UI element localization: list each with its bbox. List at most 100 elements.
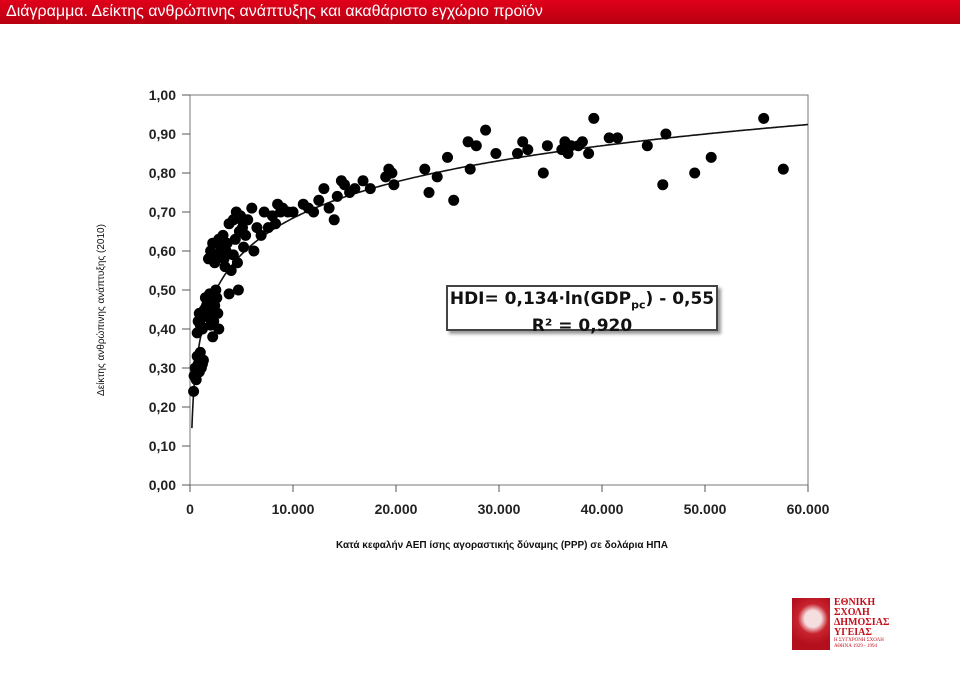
data-point	[512, 148, 523, 159]
data-point	[223, 288, 235, 300]
x-axis-title: Κατά κεφαλήν ΑΕΠ ίσης αγοραστικής δύναμη…	[336, 540, 668, 551]
data-point	[237, 222, 248, 234]
equation-end: ) - 0,55	[645, 289, 715, 309]
data-point	[442, 151, 453, 163]
data-point	[689, 167, 701, 179]
equation-subscript: pc	[631, 298, 646, 312]
y-axis-title: Δείκτης ανθρώπινης ανάπτυξης (2010)	[95, 224, 107, 396]
y-tick-label: 0,60	[149, 243, 176, 259]
y-tick-label: 0,50	[149, 282, 176, 298]
data-point	[470, 140, 482, 152]
data-point	[331, 190, 343, 202]
data-point	[705, 151, 717, 163]
y-tick-label: 0,70	[149, 204, 176, 220]
data-point	[196, 323, 208, 335]
data-point	[231, 257, 243, 269]
data-point	[583, 148, 595, 159]
data-point	[323, 202, 335, 214]
data-point	[777, 163, 789, 175]
data-point	[462, 136, 474, 148]
data-point	[758, 112, 770, 124]
data-point	[308, 206, 320, 218]
data-point	[517, 136, 529, 148]
x-tick-label: 10.000	[272, 501, 315, 517]
data-point	[232, 284, 244, 296]
logo-line-4: ΥΓΕΙΑΣ	[834, 627, 872, 638]
data-point	[188, 385, 200, 397]
data-point	[537, 167, 549, 179]
data-point	[423, 187, 435, 198]
x-tick-label: 60.000	[787, 501, 830, 517]
school-logo: ΕΘΝΙΚΗ ΣΧΟΛΗ ΔΗΜΟΣΙΑΣ ΥΓΕΙΑΣ Η ΣΥΓΧΡΟΝΗ …	[792, 598, 908, 650]
data-point	[660, 128, 672, 140]
equation-main: HDI= 0,134·ln(GDP	[449, 289, 632, 309]
data-point	[522, 144, 534, 156]
data-point	[464, 163, 476, 175]
data-point	[328, 214, 340, 226]
data-point	[238, 241, 250, 253]
y-tick-label: 0,30	[149, 360, 176, 376]
data-point	[419, 163, 431, 175]
data-point	[318, 183, 330, 195]
data-point	[225, 265, 237, 276]
data-point	[248, 245, 260, 257]
data-point	[386, 167, 398, 179]
data-point	[197, 354, 209, 366]
data-points	[188, 112, 789, 397]
x-tick-label: 30.000	[478, 501, 521, 517]
r-squared: R² = 0,920	[531, 316, 633, 337]
x-tick-label: 0	[186, 501, 194, 517]
data-point	[349, 183, 361, 195]
data-point	[576, 136, 588, 148]
data-point	[357, 175, 369, 187]
data-point	[258, 206, 270, 218]
y-tick-label: 0,20	[149, 399, 176, 415]
data-point	[211, 292, 223, 304]
data-point	[603, 132, 615, 144]
data-point	[388, 179, 400, 191]
y-tick-label: 0,00	[149, 477, 176, 493]
data-point	[588, 112, 600, 124]
x-tick-label: 40.000	[581, 501, 624, 517]
x-axis: 0 10.000 20.000 30.000 40.000 50.000 60.000	[186, 485, 830, 517]
y-tick-label: 0,10	[149, 438, 176, 454]
data-point	[657, 179, 669, 191]
logo-line-2: ΣΧΟΛΗ	[834, 607, 870, 618]
slide-title: Διάγραμμα. Δείκτης ανθρώπινης ανάπτυξης …	[0, 0, 960, 24]
data-point	[364, 183, 376, 195]
logo-line-3: ΔΗΜΟΣΙΑΣ	[834, 617, 890, 628]
data-point	[221, 237, 233, 249]
regression-equation-box: HDI= 0,134·ln(GDPpc) - 0,55 R² = 0,920	[446, 285, 718, 336]
data-point	[641, 140, 653, 152]
data-point	[246, 202, 258, 214]
y-tick-label: 0,80	[149, 165, 176, 181]
equation-line: HDI= 0,134·ln(GDPpc) - 0,55	[448, 288, 716, 316]
data-point	[313, 194, 325, 206]
data-point	[541, 140, 553, 152]
data-point	[490, 148, 502, 159]
y-tick-label: 0,40	[149, 321, 176, 337]
data-point	[212, 307, 224, 319]
y-tick-label: 0,90	[149, 126, 176, 142]
y-axis: 0,00 0,10 0,20 0,30 0,40 0,50 0,60 0,70 0,80 0,90…	[149, 87, 190, 493]
data-point	[287, 206, 299, 218]
y-tick-label: 1,00	[149, 87, 176, 103]
data-point	[255, 229, 267, 241]
logo-sub-1: Η ΣΥΓΧΡΟΝΗ ΣΧΟΛΗ	[834, 638, 884, 643]
x-tick-label: 20.000	[375, 501, 418, 517]
x-tick-label: 50.000	[684, 501, 727, 517]
data-point	[612, 132, 623, 144]
data-point	[242, 214, 254, 226]
data-point	[270, 218, 281, 230]
logo-line-1: ΕΘΝΙΚΗ	[834, 597, 876, 608]
data-point	[213, 323, 225, 335]
logo-sub-2: ΑΘΗΝΑ 1929 - 1994	[834, 644, 877, 649]
data-point	[480, 124, 492, 136]
data-point	[207, 331, 219, 343]
data-point	[339, 179, 350, 191]
logo-text: ΕΘΝΙΚΗ ΣΧΟΛΗ ΔΗΜΟΣΙΑΣ ΥΓΕΙΑΣ Η ΣΥΓΧΡΟΝΗ …	[834, 598, 908, 650]
data-point	[431, 171, 443, 183]
data-point	[448, 194, 460, 206]
logo-emblem	[792, 598, 830, 650]
